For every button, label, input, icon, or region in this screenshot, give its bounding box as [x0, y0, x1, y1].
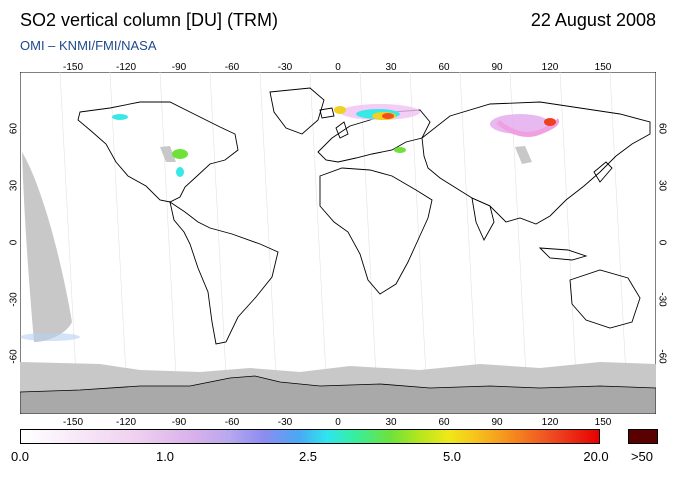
lon-tick-bottom: -120 [115, 417, 137, 428]
lat-tick-left: 30 [8, 179, 20, 192]
lon-tick-top: -30 [277, 62, 293, 73]
lon-tick-top: 90 [491, 62, 503, 73]
colorbar-label: 5.0 [442, 449, 462, 464]
lon-tick-bottom: 150 [594, 417, 612, 428]
colorbar-label: 1.0 [155, 449, 175, 464]
lon-tick-top: 60 [438, 62, 450, 73]
lat-tick-right: -30 [656, 292, 668, 307]
lon-tick-top: -120 [115, 62, 137, 73]
lon-tick-bottom: -30 [277, 417, 293, 428]
lat-tick-left: 60 [8, 122, 20, 135]
lat-tick-right: 30 [656, 179, 668, 192]
lon-tick-top: -60 [224, 62, 240, 73]
lon-tick-top: -150 [62, 62, 84, 73]
lon-tick-bottom: 0 [335, 417, 341, 428]
map-subtitle: OMI – KNMI/FMI/NASA [20, 38, 157, 53]
lon-tick-top: -90 [171, 62, 187, 73]
lon-tick-bottom: -150 [62, 417, 84, 428]
map-canvas [19, 71, 657, 415]
lon-tick-bottom: 120 [541, 417, 559, 428]
lon-tick-bottom: -60 [224, 417, 240, 428]
map-title: SO2 vertical column [DU] (TRM) [20, 10, 279, 30]
colorbar-label: 2.5 [298, 449, 318, 464]
lon-tick-bottom: -90 [171, 417, 187, 428]
colorbar [20, 429, 600, 444]
lat-tick-right: 0 [656, 239, 668, 246]
lon-tick-top: 30 [385, 62, 397, 73]
lon-tick-top: 0 [335, 62, 341, 73]
lat-tick-right: 60 [656, 122, 668, 135]
lon-tick-top: 150 [594, 62, 612, 73]
lon-tick-bottom: 30 [385, 417, 397, 428]
lat-tick-left: -30 [8, 292, 20, 307]
colorbar-label: 20.0 [583, 449, 609, 464]
continent-outlines [77, 87, 651, 345]
map-date: 22 August 2008 [530, 10, 656, 30]
lon-tick-bottom: 90 [491, 417, 503, 428]
so2-signal [20, 104, 560, 341]
colorbar-overflow-label: >50 [630, 449, 654, 464]
lon-tick-top: 120 [541, 62, 559, 73]
so2-map [19, 71, 657, 415]
lat-tick-left: 0 [8, 239, 20, 246]
lat-tick-left: -60 [8, 349, 20, 364]
lon-tick-bottom: 60 [438, 417, 450, 428]
colorbar-overflow-swatch [628, 429, 658, 444]
lat-tick-right: -60 [656, 349, 668, 364]
orbit-swaths [59, 71, 629, 415]
colorbar-label: 0.0 [10, 449, 30, 464]
